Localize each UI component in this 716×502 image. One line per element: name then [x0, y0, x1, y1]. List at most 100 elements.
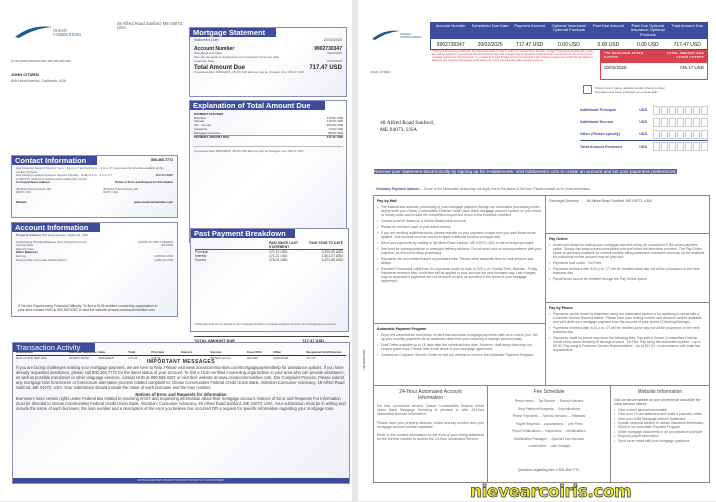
list-item: View current account information: [614, 408, 706, 413]
contact-information-box: Contact Information 800.366.7772 Live Cu…: [11, 155, 178, 218]
transaction-column-header: Total: [128, 350, 136, 354]
payment-factor-row: Tax - County 200.00 USD: [194, 123, 343, 128]
list-item: Payments received after 8:00 p.m. CT wil…: [549, 326, 706, 334]
pay-by-mail-section: Pay by Mail The easiest and accurate proc…: [373, 195, 546, 324]
payment-factor-row-cell: Interest: [194, 119, 205, 124]
digit-box: [661, 129, 668, 139]
coupon-value: 0.00 USD: [558, 41, 580, 48]
digit-box: [685, 105, 692, 115]
mortgage-statement-box: Mortgage Statement Statement Date 20/02/2…: [189, 27, 347, 97]
account-number: 9902730347: [314, 46, 342, 53]
explanation-title: Explanation of Total Amount Due: [190, 101, 325, 110]
late-date: 20/02/2025: [604, 65, 627, 70]
transaction-column-header: Due Date Sequence: [68, 350, 97, 354]
list-item: Payoff funds cannot be remitted through …: [549, 277, 706, 281]
transaction-column-header: Date: [98, 350, 105, 354]
automated-info-section: 24-Hour Automated Account Information For…: [373, 385, 488, 483]
amount-input[interactable]: [653, 117, 708, 127]
website-link[interactable]: www.oceancommunities.com: [133, 199, 173, 204]
digit-box: [669, 117, 676, 127]
tdd-note: A TDD/TTY machine is required when calli…: [16, 176, 87, 181]
other-balance-row-cell: Escrow: [16, 253, 26, 258]
list-item: Enjoy the convenience and peace of mind …: [377, 333, 542, 341]
list-item: See front for correspondence or overnigh…: [377, 247, 542, 255]
fee-schedule-section: Fee Schedule Return Items ... Tax Service…: [487, 385, 611, 483]
voluntary-payment-line: Voluntary Payment Options — Some of the …: [376, 187, 591, 191]
payment-factor-row-cell: 200.00 USD: [326, 123, 343, 128]
transaction-column-header: Interest: [180, 350, 192, 354]
total-amount-due-line: TOTAL AMOUNT DUE 717.47 USD: [194, 336, 349, 343]
address-change-checkbox[interactable]: [583, 85, 592, 94]
total-label: TOTAL AMOUNT DUE: [194, 338, 235, 343]
amount-field-row: Total Amount Enclosed USD: [580, 140, 708, 152]
list-item: Request payoff information: [614, 434, 706, 439]
amount-field-row: Additional Escrow USD: [580, 116, 708, 128]
payment-factor-row: Interest 170.00 USD: [194, 120, 343, 124]
scheduled-due-label: Scheduled Due Date: [194, 51, 222, 56]
contact-support-hours: Live Customer Support: Mon-Fri 7 a.m. - …: [16, 166, 164, 174]
automated-paragraph: Refer to the contact information on the …: [377, 433, 484, 442]
transaction-cell: Dept of HUD REP Disb: [16, 355, 47, 360]
coupon-header: Past Due Amount: [592, 23, 624, 28]
coupon-value: 20/02/2025: [477, 41, 503, 48]
e-statement-banner: Receive your statement electronically by…: [374, 169, 704, 174]
website-label: Website: [16, 199, 27, 204]
financial-difficulty-note: If You Are Experiencing Financial Diffic…: [18, 303, 158, 312]
other-balance-row-cell: 1,086.00 USD: [154, 253, 173, 258]
payment-factor-row-cell: Insurance: [194, 126, 208, 131]
late-payment-box: **IF RECEIVED AFTER CUTOFF TOTAL AMOUNT D…: [600, 50, 708, 80]
digit-box: [669, 105, 676, 115]
amount-input[interactable]: [653, 105, 708, 115]
svg-text:COMMUNITIES: COMMUNITIES: [53, 32, 81, 37]
list-item: Avoid mail delays by making your mortgag…: [549, 243, 706, 259]
pay-by-phone-title: Pay by Phone: [549, 306, 573, 310]
past-payment-row-cell: 170.12 USD: [269, 250, 288, 254]
transaction-cell: 171.21: [128, 355, 138, 360]
digit-box: [693, 142, 700, 151]
amount-input[interactable]: [653, 142, 708, 151]
list-item: Enroll in our Automatic Payment Program: [614, 426, 706, 430]
transaction-column-header: Suspense/ Hold Reserve: [306, 350, 342, 354]
mortgage-statement-title: Mortgage Statement: [190, 28, 276, 37]
coupon-value: 717.47 USD: [673, 41, 701, 48]
transaction-activity-box: Transaction Activity Description Due Date…: [12, 342, 350, 484]
payment-factor-row-cell: 88.00 USD: [328, 130, 343, 135]
payment-factor-row: Mortgage Insurance 88.00 USD: [194, 130, 343, 136]
transaction-cell: 02/2025 1/0/12: [68, 355, 89, 360]
watermark: nievearcoiris.com: [470, 483, 632, 502]
digit-box: [701, 129, 708, 139]
payment-factors-heading: PAYMENT FACTORS: [194, 112, 224, 116]
past-payment-row-cell: 4,371.68 USD: [321, 258, 343, 262]
currency-label: USD: [639, 144, 648, 149]
account-row-cell: Outstanding Principal Balance (Not a Pay…: [16, 239, 87, 244]
automatic-payment-section: Automatic Payment Program Enjoy the conve…: [373, 323, 546, 386]
digit-box: [701, 142, 708, 151]
digit-box: [661, 142, 668, 151]
amount-field-label: Additional Principal: [580, 108, 616, 112]
list-item: Payment Processing cutoff time: for paym…: [377, 267, 542, 283]
list-item: Checks must be drawn on a United States …: [377, 219, 542, 223]
past-payment-row-cell: 171.21 USD: [269, 254, 288, 258]
amount-input[interactable]: [653, 129, 708, 139]
account-row: Outstanding Principal Balance (Not a Pay…: [16, 239, 173, 245]
automated-title: 24-Hour Automated Account Information: [399, 389, 462, 401]
pay-by-phone-section: Pay by Phone Payments can be made by tele…: [545, 302, 710, 386]
loan-due-date: 20/02/2028: [326, 58, 342, 63]
notice-of-error-title: Notices of Error and Requests for Inform…: [135, 391, 227, 397]
digit-box: [669, 129, 676, 139]
property-address: 845 Hood Avenue, California, USA: [41, 233, 88, 237]
correspondence-label: Correspondence Address: [16, 180, 51, 184]
important-messages-title: IMPORTANT MESSAGES: [146, 359, 216, 366]
fee-question: Questions regarding fees 1-800-366-7772.: [517, 467, 581, 472]
web-title: Website Information: [637, 389, 683, 395]
contact-title: Contact Information: [12, 156, 97, 165]
list-item: Payments are not credited based on postm…: [377, 257, 542, 265]
list-item: If you are sending additional funds, ple…: [377, 231, 542, 239]
transaction-column-header: Fees/ RCA: [246, 350, 262, 354]
automated-paragraph: Please have your property address, socia…: [377, 420, 484, 429]
digit-box: [677, 129, 684, 139]
transaction-column-header: Principal: [151, 350, 164, 354]
notice-of-error-body: Borrowers have certain rights under Fede…: [16, 396, 346, 412]
notice-address: 48 Alfred Road Sanford, ME 04073, USA: [103, 186, 138, 194]
fee-title: Fee Schedule: [533, 389, 565, 395]
